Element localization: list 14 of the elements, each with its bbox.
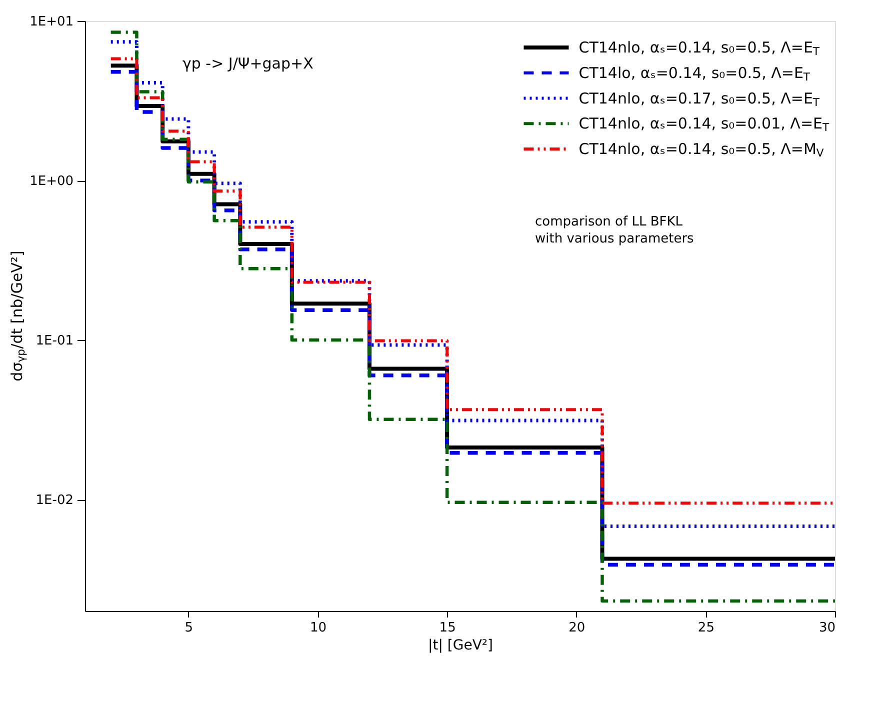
- x-tick-label: 20: [568, 620, 586, 636]
- x-tick-label: 30: [818, 620, 836, 636]
- y-tick-label: 1E+01: [30, 14, 74, 30]
- y-tick-label: 1E+00: [30, 174, 74, 190]
- x-axis-title: |t| [GeV²]: [428, 638, 493, 654]
- y-axis-title: dσγp/dt [nb/GeV²]: [8, 250, 28, 382]
- x-tick-label: 10: [310, 620, 327, 636]
- x-tick-label: 15: [439, 620, 456, 636]
- y-tick-label: 1E-02: [36, 493, 74, 508]
- x-tick-label: 25: [698, 620, 714, 636]
- annotation: comparison of LL BFKL with various parameters: [535, 214, 694, 247]
- annotation: γp -> J/Ψ+gap+X: [182, 54, 314, 72]
- x-tick-label: 5: [184, 620, 194, 636]
- y-tick-label: 1E-01: [36, 334, 74, 349]
